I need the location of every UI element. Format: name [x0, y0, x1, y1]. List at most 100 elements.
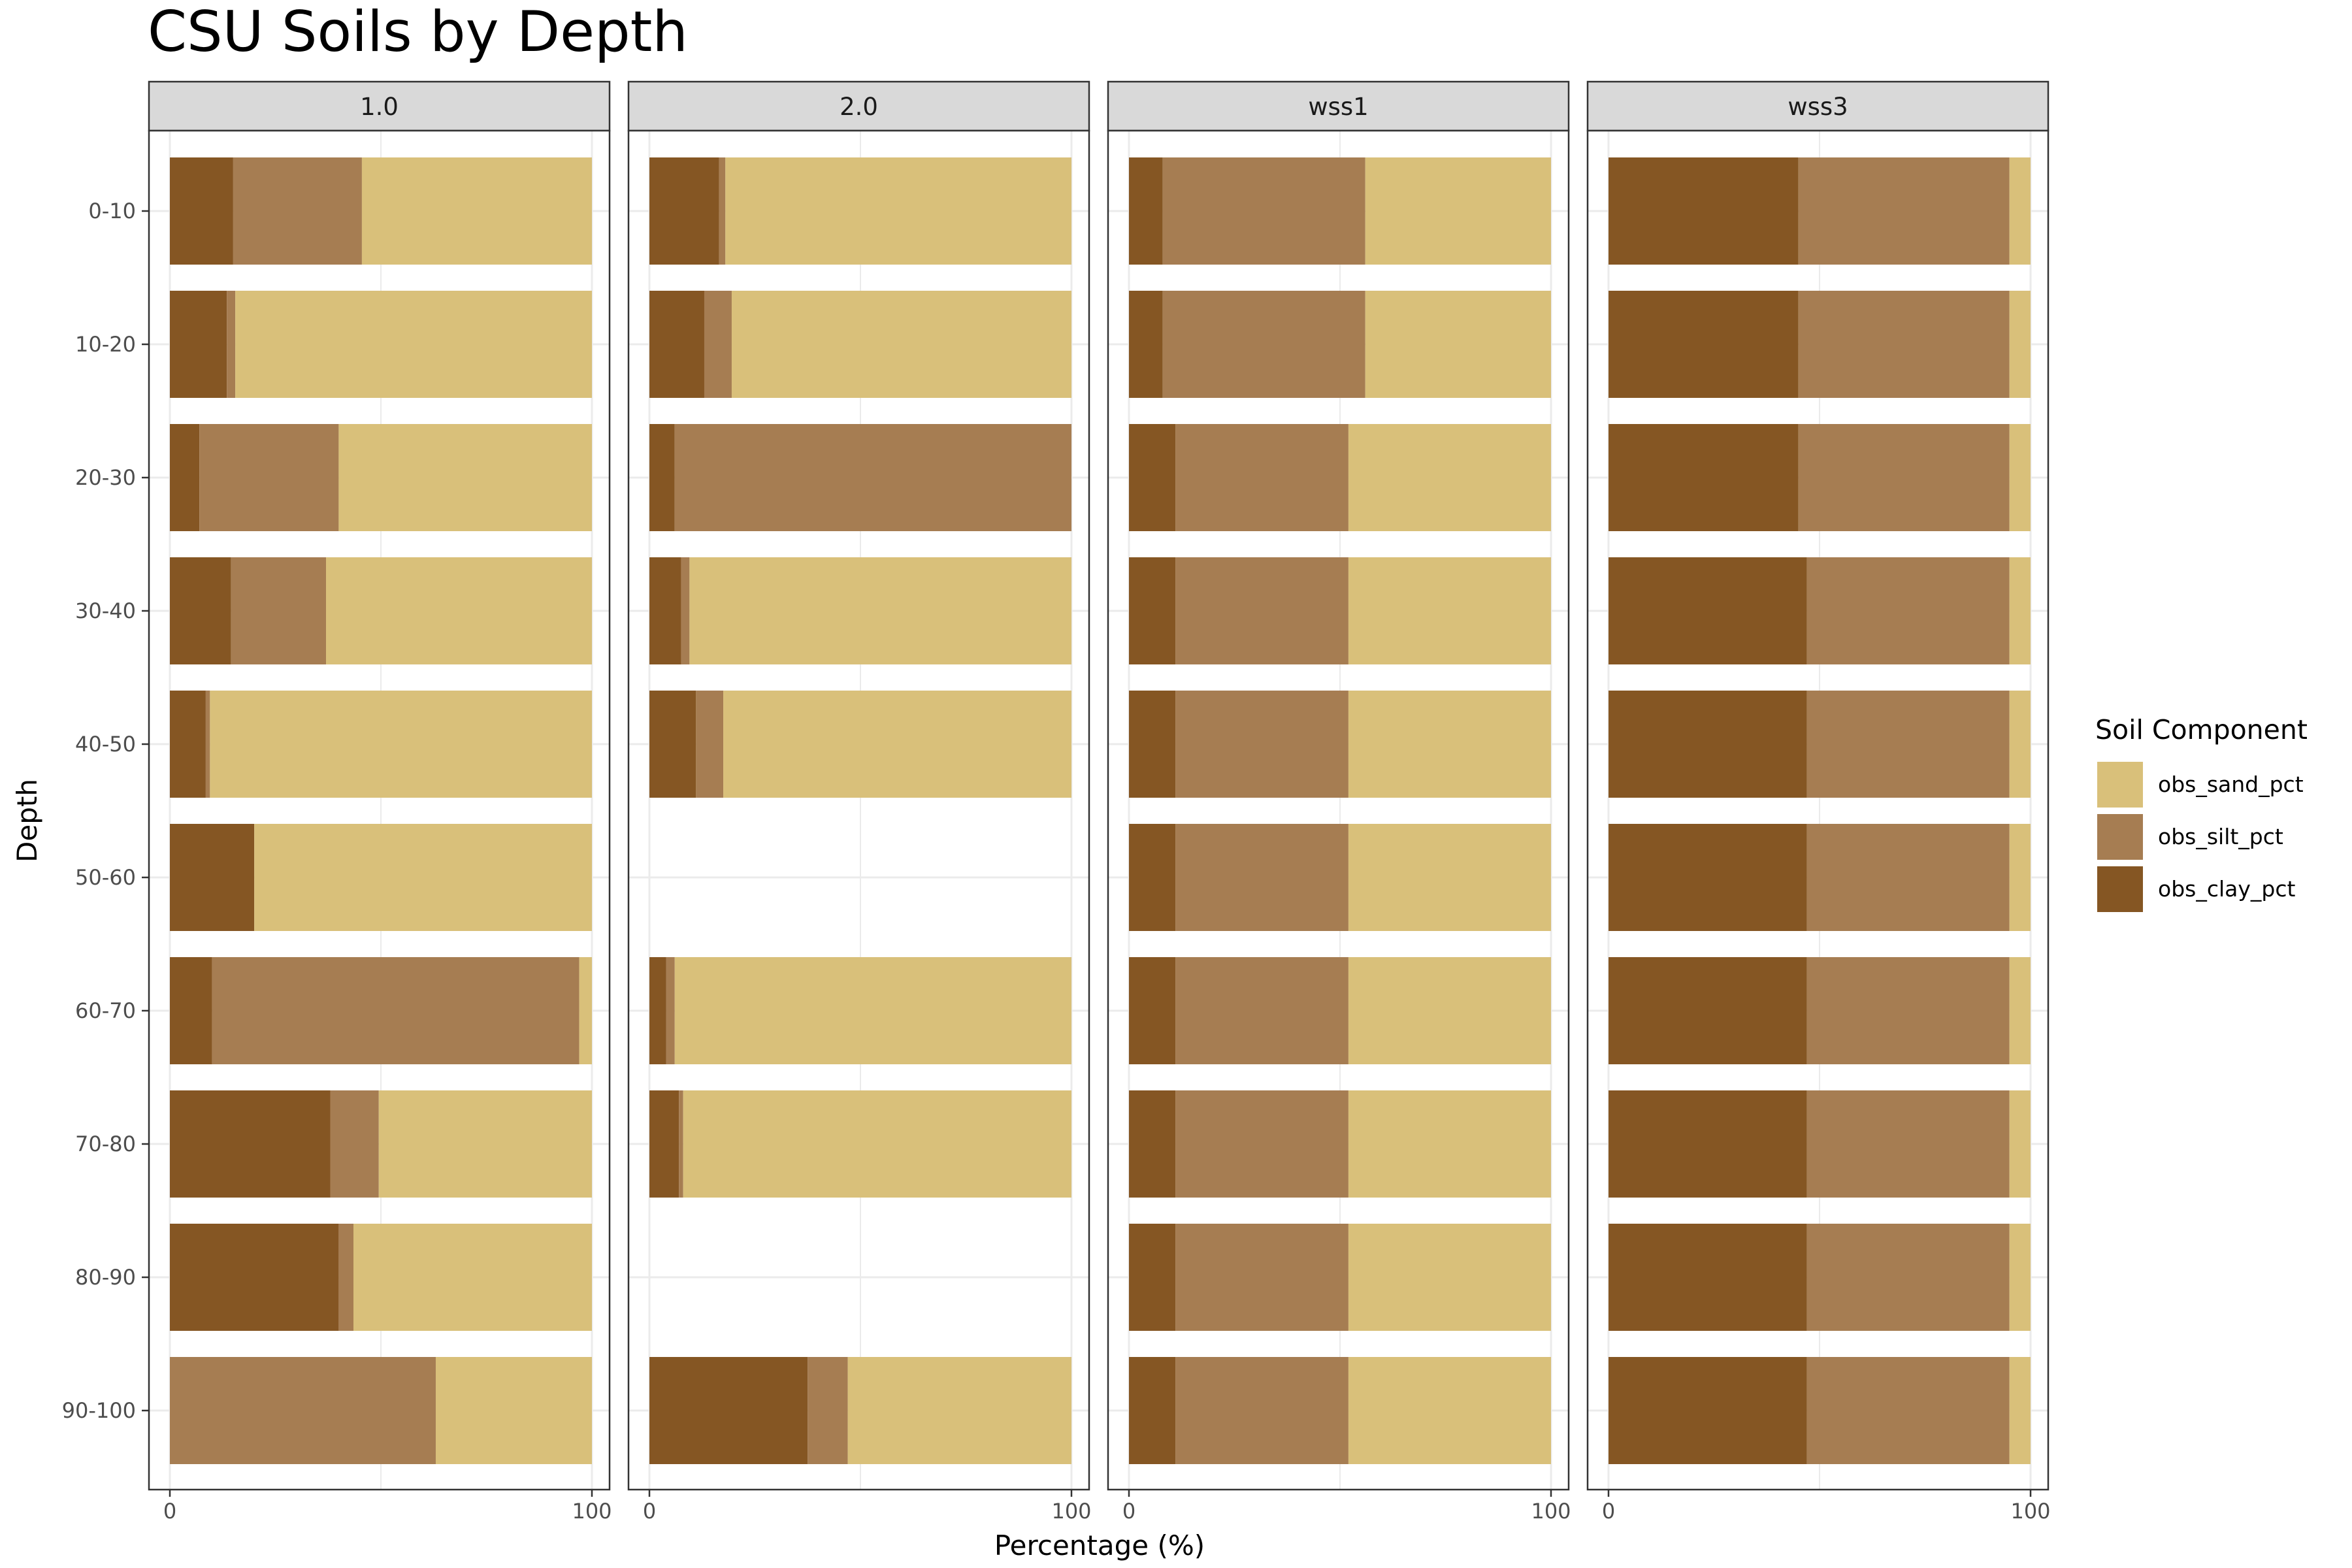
bar-segment-sand — [1348, 1357, 1551, 1464]
bar-segment-sand — [435, 1357, 592, 1464]
bar-segment-silt — [1162, 157, 1365, 265]
bar-segment-sand — [1348, 957, 1551, 1064]
panel-border — [627, 129, 1090, 1491]
bar-segment-sand — [235, 291, 592, 398]
bar-segment-silt — [1175, 1357, 1348, 1464]
bar-segment-silt — [1175, 424, 1348, 531]
facet-strip-label: wss1 — [1308, 93, 1368, 121]
bar-segment-silt — [666, 957, 675, 1064]
bar-segment-sand — [2009, 1357, 2031, 1464]
bar-segment-clay — [649, 957, 666, 1064]
bar-segment-clay — [1129, 424, 1176, 531]
bar-segment-sand — [378, 1090, 592, 1198]
bar-segment-sand — [2009, 691, 2031, 798]
y-tick-label: 80-90 — [75, 1265, 136, 1290]
bar-segment-clay — [1609, 557, 1807, 664]
facet-panel-wss3: wss3 0 100 — [1586, 80, 2051, 1524]
bar-segment-clay — [1609, 157, 1799, 265]
bar-segment-silt — [233, 157, 362, 265]
y-tick-label: 90-100 — [62, 1398, 136, 1423]
bar-segment-sand — [2009, 157, 2031, 265]
bar-segment-clay — [649, 1357, 808, 1464]
bar-segment-sand — [683, 1090, 1071, 1198]
bar-segment-clay — [170, 1090, 331, 1198]
bar-segment-sand — [2009, 424, 2031, 531]
legend-label: obs_silt_pct — [2158, 824, 2283, 849]
bar-segment-sand — [579, 957, 592, 1064]
bar-segment-sand — [353, 1224, 592, 1331]
bar-segment-silt — [231, 557, 327, 664]
bar-segment-clay — [170, 157, 233, 265]
bar-segment-sand — [1348, 691, 1551, 798]
bar-segment-sand — [1348, 424, 1551, 531]
bar-segment-silt — [1806, 957, 2010, 1064]
y-tick-label: 50-60 — [75, 865, 136, 890]
x-tick-label: 0 — [163, 1499, 176, 1524]
bar-segment-silt — [1798, 157, 2010, 265]
bar-segment-silt — [704, 291, 732, 398]
facet-strip-label: wss3 — [1788, 93, 1848, 121]
bar-segment-sand — [689, 557, 1071, 664]
legend-label: obs_clay_pct — [2158, 876, 2295, 902]
panel-border — [1586, 129, 2050, 1491]
bar-segment-sand — [2009, 291, 2031, 398]
y-tick-label: 10-20 — [75, 332, 136, 357]
legend-title: Soil Component — [2095, 714, 2308, 745]
bar-segment-clay — [1129, 824, 1176, 931]
bar-segment-silt — [1806, 1224, 2010, 1331]
bar-segment-clay — [1609, 957, 1807, 1064]
bar-segment-silt — [679, 1090, 683, 1198]
x-tick-label: 100 — [1051, 1499, 1091, 1524]
legend-label: obs_sand_pct — [2158, 772, 2304, 797]
bar-segment-clay — [1609, 1224, 1807, 1331]
bar-segment-sand — [1348, 824, 1551, 931]
facet-strip-label: 2.0 — [840, 93, 878, 121]
bar-segment-clay — [170, 824, 255, 931]
bar-segment-clay — [1609, 291, 1799, 398]
bar-segment-silt — [212, 957, 580, 1064]
panels-layer: 1.0 0 100 2.0 0 100 wss1 0 100 wss3 0 100 — [148, 80, 2051, 1524]
bar-segment-sand — [1365, 291, 1551, 398]
bar-segment-sand — [1348, 557, 1551, 664]
bar-segment-clay — [1609, 691, 1807, 798]
x-tick-label: 100 — [1531, 1499, 1571, 1524]
bar-segment-clay — [170, 691, 206, 798]
facet-panel-wss1: wss1 0 100 — [1107, 80, 1571, 1524]
chart-title: CSU Soils by Depth — [148, 0, 688, 65]
bar-segment-sand — [1348, 1090, 1551, 1198]
bar-segment-silt — [1806, 824, 2010, 931]
bar-segment-clay — [1129, 557, 1176, 664]
bar-segment-silt — [1806, 1090, 2010, 1198]
bar-segment-silt — [1175, 1224, 1348, 1331]
bar-segment-clay — [1129, 1090, 1176, 1198]
bar-segment-silt — [1806, 1357, 2010, 1464]
panel-border — [148, 129, 611, 1491]
x-tick-label: 100 — [2010, 1499, 2050, 1524]
bar-segment-clay — [649, 157, 719, 265]
bar-segment-silt — [674, 424, 1071, 531]
bar-segment-sand — [210, 691, 592, 798]
y-tick-label: 60-70 — [75, 998, 136, 1023]
bar-segment-clay — [649, 424, 675, 531]
bar-segment-clay — [170, 1224, 339, 1331]
y-axis: 0-10 10-20 20-30 30-40 40-50 50-60 60-70 70-80 8… — [62, 199, 149, 1423]
x-tick-label: 0 — [1602, 1499, 1615, 1524]
bar-segment-sand — [674, 957, 1071, 1064]
bar-segment-silt — [1175, 691, 1348, 798]
bar-segment-silt — [696, 691, 724, 798]
facet-panel-2.0: 2.0 0 100 — [627, 80, 1092, 1524]
bar-segment-clay — [649, 691, 696, 798]
bar-segment-silt — [1175, 824, 1348, 931]
bar-segment-silt — [1175, 957, 1348, 1064]
bar-segment-silt — [205, 691, 210, 798]
x-tick-label: 0 — [1122, 1499, 1135, 1524]
facet-strip — [148, 80, 611, 132]
bar-segment-sand — [2009, 824, 2031, 931]
bar-segment-clay — [1129, 291, 1163, 398]
y-tick-label: 40-50 — [75, 732, 136, 757]
bar-segment-sand — [254, 824, 592, 931]
bar-segment-sand — [725, 157, 1071, 265]
bar-segment-clay — [1609, 1357, 1807, 1464]
bar-segment-silt — [681, 557, 690, 664]
